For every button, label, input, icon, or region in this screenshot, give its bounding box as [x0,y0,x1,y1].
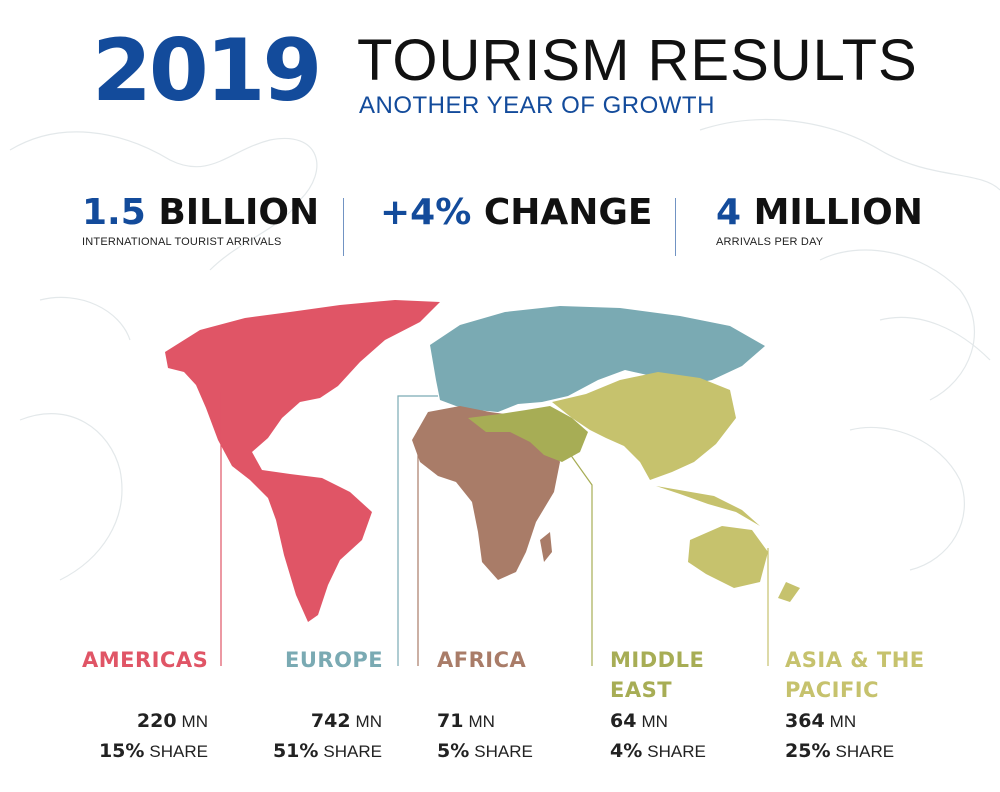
region-middle-east-arrivals: 64 MN [610,710,668,732]
kpi-arrivals-word: BILLION [158,192,320,233]
region-americas-name: AMERICAS [82,648,209,672]
region-europe-name: EUROPE [285,648,384,672]
region-middle-east-name-line2: EAST [610,678,673,702]
map-middle-east [468,406,588,462]
kpi-per-day-number: 4 [716,192,742,233]
world-map [165,300,800,622]
kpi-per-day: 4 MILLION ARRIVALS PER DAY [716,195,923,248]
kpi-divider [343,198,344,256]
region-africa-arrivals: 71 MN [437,710,495,732]
kpi-per-day-caption: ARRIVALS PER DAY [716,236,824,248]
title-year: 2019 [92,21,322,121]
region-middle-east-name-line1: MIDDLE [610,648,705,672]
kpi-arrivals-caption: INTERNATIONAL TOURIST ARRIVALS [82,236,282,248]
map-africa [412,406,560,580]
kpi-per-day-word: MILLION [753,192,923,233]
region-middle-east: MIDDLE EAST [610,645,704,705]
region-asia-pacific-share: 25% SHARE [785,740,895,762]
kpi-arrivals: 1.5 BILLION INTERNATIONAL TOURIST ARRIVA… [82,195,319,248]
region-europe: EUROPE [285,645,383,675]
region-europe-arrivals: 742 MN [310,710,382,732]
region-asia-pacific-name-line2: PACIFIC [785,678,880,702]
region-asia-pacific-name-line1: ASIA & THE [785,648,925,672]
region-africa-name: AFRICA [437,648,527,672]
kpi-divider [675,198,676,256]
kpi-change-word: CHANGE [483,192,653,233]
region-americas-share: 15% SHARE [98,740,208,762]
region-americas: AMERICAS [82,645,208,675]
region-americas-arrivals: 220 MN [136,710,208,732]
map-asia-pacific [552,372,800,602]
region-middle-east-share: 4% SHARE [610,740,706,762]
kpi-change-number: +4% [380,192,472,233]
page-subtitle: ANOTHER YEAR OF GROWTH [359,92,715,119]
page-title: TOURISM RESULTS [357,28,918,93]
region-europe-share: 51% SHARE [272,740,382,762]
region-africa: AFRICA [437,645,526,675]
region-asia-pacific-arrivals: 364 MN [785,710,857,732]
kpi-arrivals-number: 1.5 [82,192,146,233]
region-africa-share: 5% SHARE [437,740,533,762]
region-asia-pacific: ASIA & THE PACIFIC [785,645,925,705]
map-americas [165,300,440,622]
kpi-change: +4% CHANGE [380,195,653,231]
